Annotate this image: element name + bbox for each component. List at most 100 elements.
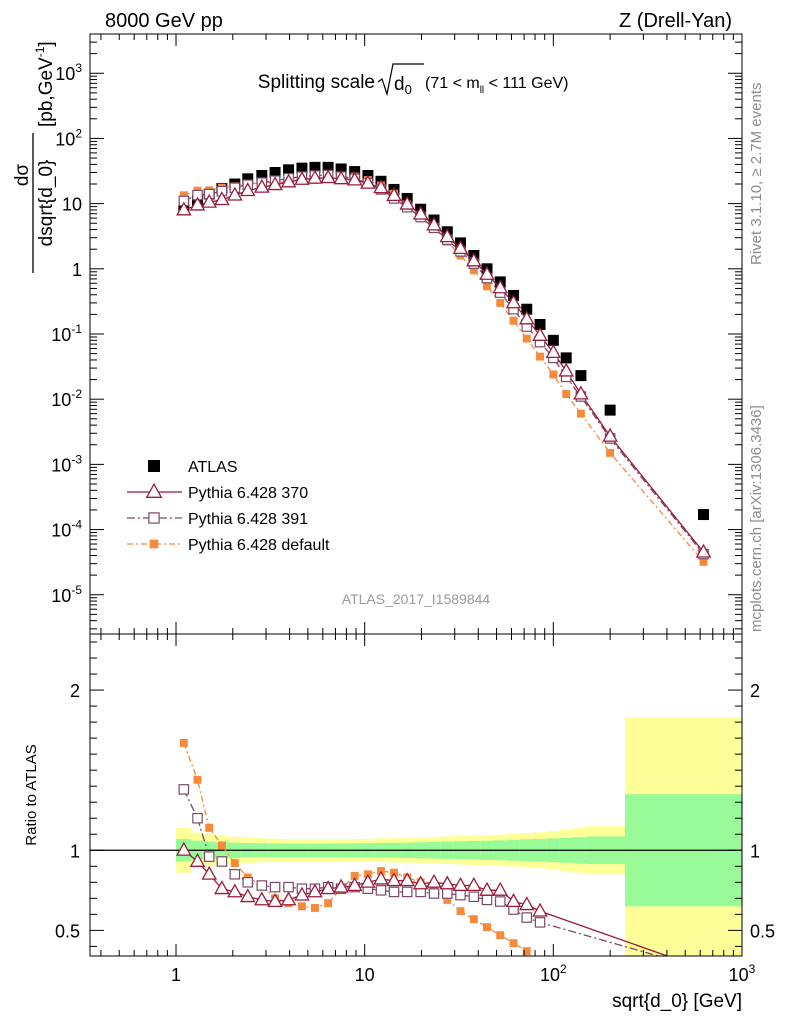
marker-open-triangle — [189, 196, 206, 211]
marker-open-square — [441, 888, 453, 899]
sqrt-symbol — [377, 63, 424, 97]
marker-filled-square — [443, 895, 452, 904]
marker-filled-square — [297, 902, 306, 911]
plot-title-range: (71 < mll < 111 GeV) — [425, 75, 568, 96]
y-tick-label: 1 — [72, 260, 82, 280]
marker-filled-square — [179, 191, 188, 200]
marker-open-triangle — [466, 877, 482, 892]
ratio-y-tick-label: 2 — [70, 681, 80, 701]
y-tick-label: 10-1 — [51, 322, 82, 345]
marker-filled-square — [469, 266, 478, 275]
marker-filled-square — [324, 899, 333, 908]
ylabel-unit: [pb,GeV-1] — [33, 41, 57, 127]
marker-open-triangle — [573, 385, 589, 400]
marker-filled-square — [242, 173, 254, 185]
marker-open-square — [428, 888, 440, 899]
marker-open-triangle — [145, 482, 163, 498]
marker-filled-square — [230, 859, 239, 868]
marker-open-triangle — [267, 176, 283, 191]
marker-filled-square — [522, 334, 531, 343]
marker-open-triangle — [492, 279, 509, 294]
marker-open-triangle — [346, 877, 363, 892]
marker-open-triangle — [412, 875, 429, 890]
y-tick-label-exp: -5 — [71, 583, 82, 597]
marker-filled-square — [560, 352, 572, 364]
plot-title-range-sub: ll — [480, 85, 484, 96]
series-line — [183, 742, 528, 952]
x-tick-label: 103 — [729, 962, 756, 985]
marker-open-triangle — [320, 169, 336, 184]
x-tick-label-base: 10 — [729, 965, 749, 985]
marker-open-triangle — [518, 310, 535, 325]
marker-filled-square — [562, 390, 571, 398]
xlabel: sqrt{d_0} [GeV] — [612, 991, 742, 1012]
marker-open-triangle — [558, 362, 575, 377]
marker-open-triangle — [439, 875, 456, 890]
y-tick-label-base: 10 — [51, 455, 71, 475]
marker-open-square — [388, 886, 400, 898]
marker-open-triangle — [479, 881, 495, 896]
marker-filled-square — [217, 841, 226, 850]
marker-open-square — [534, 917, 546, 928]
marker-open-triangle — [602, 427, 618, 442]
rivet-label: Rivet 3.1.10, ≥ 2.7M events — [748, 83, 765, 266]
ratio-y-tick-label-right: 1 — [750, 841, 760, 861]
marker-open-triangle — [386, 187, 402, 202]
marker-open-triangle — [545, 344, 562, 359]
marker-open-triangle — [518, 896, 535, 911]
legend-label: Pythia 6.428 391 — [188, 511, 308, 528]
marker-open-triangle — [227, 186, 243, 201]
marker-open-triangle — [176, 841, 192, 856]
y-tick-label-base: 10 — [51, 586, 71, 606]
ratio-y-tick-label: 0.5 — [55, 921, 80, 941]
marker-open-triangle — [426, 216, 442, 231]
ratio-frame — [89, 633, 743, 957]
ratio-ylabel: Ratio to ATLAS — [23, 744, 40, 845]
marker-open-triangle — [532, 902, 548, 917]
ratio-y-tick-label: 1 — [70, 841, 80, 861]
marker-open-triangle — [360, 174, 376, 189]
marker-open-square — [242, 877, 254, 888]
marker-open-triangle — [307, 883, 323, 898]
marker-open-square — [375, 885, 387, 896]
marker-filled-square — [536, 352, 544, 361]
marker-filled-square — [148, 460, 160, 472]
marker-filled-square — [296, 162, 308, 174]
marker-filled-square — [534, 318, 546, 330]
marker-open-square — [521, 912, 533, 923]
marker-open-triangle — [239, 182, 256, 197]
marker-open-triangle — [386, 872, 402, 887]
marker-open-triangle — [201, 193, 218, 208]
y-tick-label: 102 — [55, 126, 82, 149]
plot-title: Splitting scale d0 (71 < mll < 111 GeV) — [258, 63, 568, 97]
y-tick-label-base: 10 — [51, 390, 71, 410]
marker-open-triangle — [333, 878, 349, 893]
marker-open-triangle — [333, 170, 349, 185]
marker-open-triangle — [214, 880, 230, 895]
marker-filled-square — [576, 409, 585, 418]
x-tick-label: 1 — [171, 965, 181, 985]
y-tick-label: 10-2 — [51, 387, 82, 410]
marker-filled-square — [509, 939, 518, 948]
marker-filled-square — [205, 823, 214, 832]
marker-filled-square — [322, 161, 334, 173]
y-tick-label-base: 10 — [51, 521, 71, 541]
marker-filled-square — [575, 370, 587, 382]
marker-open-triangle — [373, 179, 389, 194]
marker-open-square — [455, 889, 466, 901]
marker-open-square — [216, 856, 228, 867]
marker-filled-square — [496, 931, 505, 940]
legend: ATLAS Pythia 6.428 370 Pythia 6.428 391 Pyt… — [127, 459, 330, 554]
marker-open-triangle — [479, 265, 495, 280]
main-ylabel: dσ dsqrt{d_0} [pb,GeV-1] — [12, 41, 57, 273]
marker-open-triangle — [307, 169, 323, 184]
marker-open-triangle — [492, 881, 509, 896]
marker-filled-square — [509, 316, 518, 325]
marker-open-triangle — [399, 195, 415, 210]
marker-open-triangle — [280, 891, 297, 906]
marker-filled-square — [483, 923, 491, 932]
marker-open-triangle — [373, 870, 389, 885]
